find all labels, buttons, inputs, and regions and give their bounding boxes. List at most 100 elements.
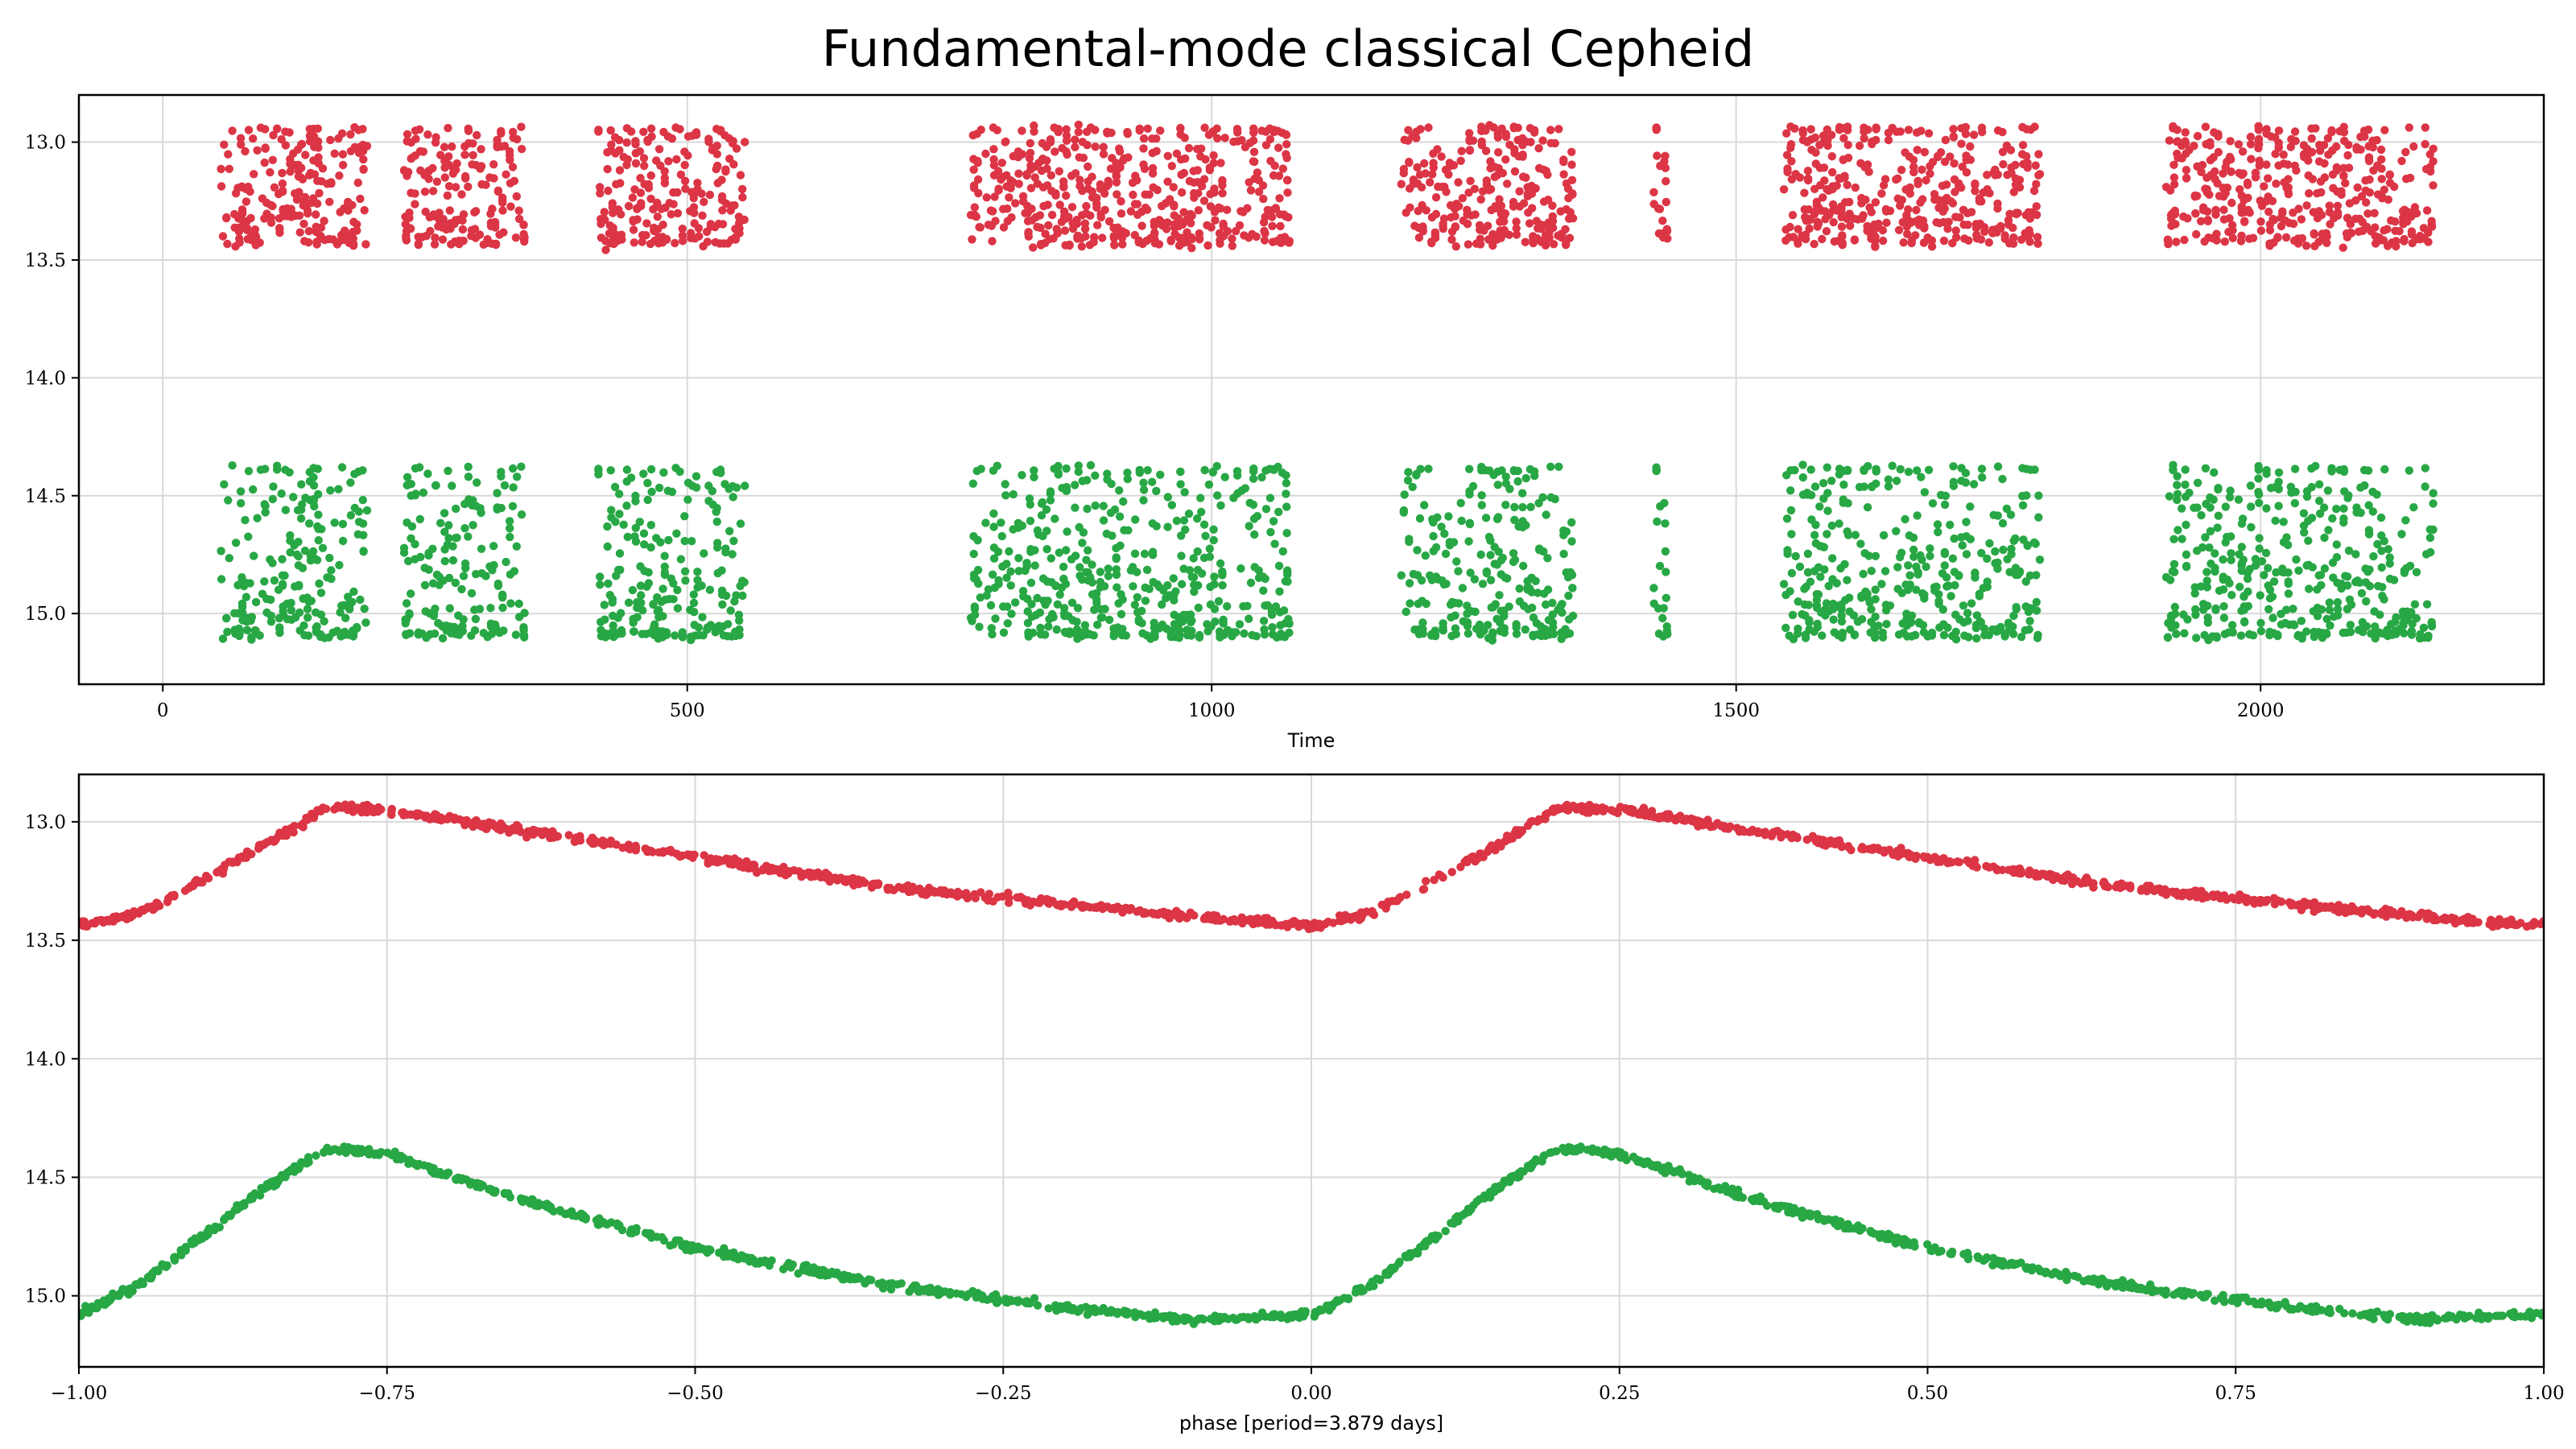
data-point [2405, 561, 2415, 571]
data-point [1213, 491, 1222, 500]
data-point [444, 521, 453, 530]
data-point [2385, 170, 2394, 179]
data-point [601, 615, 609, 624]
data-point [1800, 584, 1809, 593]
data-point [261, 143, 270, 152]
data-point [1062, 546, 1071, 555]
y-tick-label: 13.0 [25, 812, 66, 833]
data-point [2032, 597, 2041, 607]
data-point [2371, 628, 2380, 637]
data-point [1433, 513, 1442, 522]
data-point [338, 150, 348, 159]
data-point [520, 609, 529, 617]
data-point [738, 192, 747, 202]
data-point [1926, 169, 1934, 178]
data-point [287, 598, 295, 608]
data-point [1548, 201, 1557, 210]
data-point [2165, 136, 2174, 145]
y-tick-label: 13.5 [25, 931, 66, 952]
data-point [1062, 483, 1071, 492]
data-point [341, 226, 349, 235]
data-point [1218, 188, 1227, 198]
data-point [1405, 537, 1414, 547]
data-point [2314, 571, 2323, 580]
data-point [1150, 618, 1158, 627]
data-point [2022, 152, 2031, 161]
data-point [642, 231, 650, 240]
data-point [1150, 228, 1159, 237]
data-point [2167, 221, 2176, 230]
data-point [314, 153, 323, 162]
data-point [1257, 473, 1266, 482]
data-point [1218, 580, 1227, 590]
data-point [402, 630, 411, 638]
data-point [1899, 238, 1908, 247]
data-point [2180, 235, 2189, 245]
data-point [1542, 600, 1550, 609]
data-point [700, 549, 708, 558]
data-point [440, 556, 449, 566]
data-point [235, 238, 244, 247]
data-point [989, 155, 998, 164]
data-point [650, 236, 659, 246]
data-point [667, 210, 675, 219]
data-point [712, 164, 720, 174]
data-point [1814, 590, 1823, 599]
data-point [732, 483, 741, 492]
data-point [1169, 183, 1179, 192]
data-point [1558, 229, 1567, 238]
data-point [320, 617, 328, 625]
data-point [313, 176, 322, 185]
data-point [1819, 138, 1828, 147]
data-point [1011, 598, 1020, 607]
data-point [673, 208, 683, 218]
data-point [1913, 511, 1922, 520]
data-point [1459, 216, 1468, 225]
data-point [1193, 565, 1203, 575]
data-point [2163, 236, 2173, 245]
data-point [2343, 605, 2352, 613]
data-point [1998, 474, 2007, 484]
data-point [2378, 192, 2387, 201]
data-point [1940, 547, 1950, 557]
data-point [1195, 633, 1204, 642]
data-point [1044, 221, 1053, 230]
data-point [1874, 219, 1883, 229]
data-point [309, 124, 318, 134]
data-point [2278, 207, 2287, 216]
data-point [712, 141, 721, 151]
data-point [1951, 635, 1961, 644]
data-point [356, 194, 365, 204]
data-point [1218, 571, 1227, 580]
data-point [2289, 605, 2297, 613]
data-point [650, 620, 659, 629]
data-point [1863, 503, 1872, 512]
data-point [268, 155, 277, 164]
data-point [2320, 533, 2329, 543]
data-point [1818, 234, 1827, 244]
data-point [2234, 495, 2244, 504]
data-point [680, 160, 689, 170]
data-point [1818, 631, 1827, 640]
data-point [1067, 203, 1077, 212]
data-point [1194, 603, 1203, 613]
data-point [1801, 230, 1810, 239]
data-point [315, 579, 324, 588]
data-point [1983, 171, 1992, 180]
data-point [2032, 180, 2041, 188]
data-point [1071, 135, 1080, 144]
data-point [1476, 550, 1485, 559]
data-point [615, 489, 624, 498]
data-point [1260, 236, 1269, 245]
data-point [2017, 633, 2026, 642]
data-point [1904, 205, 1913, 214]
data-point [1209, 525, 1218, 534]
data-point [2351, 550, 2360, 559]
data-point [2281, 605, 2291, 614]
data-point [2169, 465, 2178, 474]
data-point [314, 510, 323, 519]
data-point [1860, 549, 1869, 558]
data-point [1143, 124, 1152, 133]
data-point [1546, 126, 1555, 134]
data-point [1845, 607, 1854, 616]
